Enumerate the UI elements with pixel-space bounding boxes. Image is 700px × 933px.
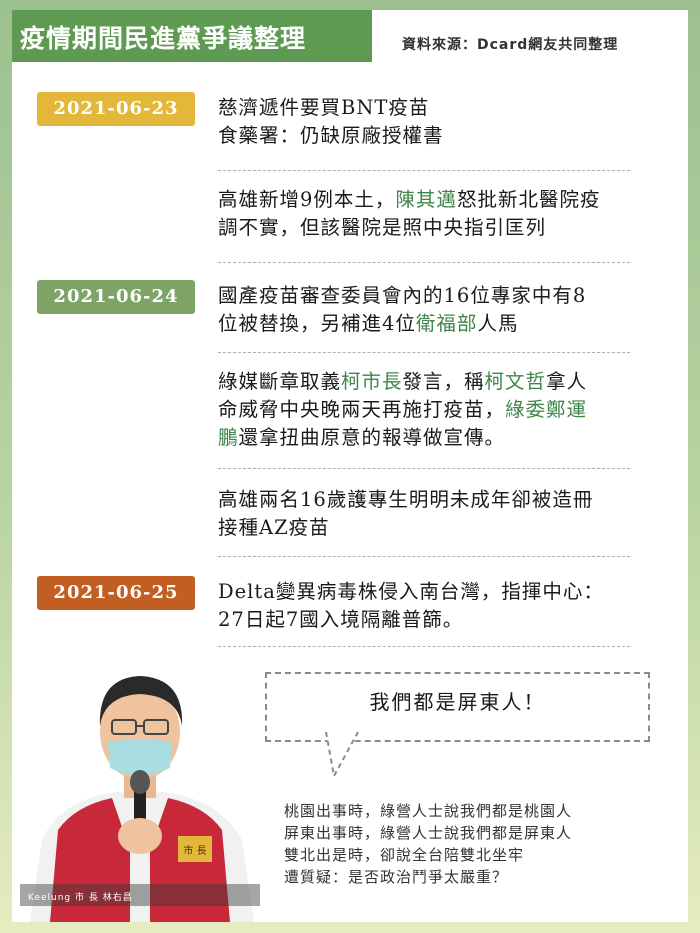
event-line: 接種AZ疫苗: [218, 516, 330, 539]
divider: [218, 352, 630, 353]
highlight-name: 衛福部: [415, 312, 478, 335]
highlight-name: 陳其邁: [395, 188, 457, 211]
divider: [218, 646, 630, 647]
quote-line: 桃園出事時，綠營人士說我們都是桃園人: [284, 802, 573, 820]
source-note: 資料來源：Dcard網友共同整理: [402, 37, 619, 53]
divider: [218, 468, 630, 469]
speech-bubble-tail: [325, 731, 359, 779]
event-line: 27日起7國入境隔離普篩。: [218, 608, 464, 631]
quote-line: 遭質疑：是否政治鬥爭太嚴重？: [284, 868, 509, 886]
date-badge-0625: 2021-06-25: [37, 576, 195, 610]
event-item-vaccine-committee: 國產疫苗審查委員會內的16位專家中有8 位被替換，另補進4位衛福部人馬: [218, 282, 663, 338]
event-line: 慈濟遞件要買BNT疫苗: [218, 96, 430, 119]
event-line: Delta變異病毒株侵入南台灣，指揮中心：: [218, 580, 604, 603]
divider: [218, 170, 630, 171]
event-line: 鵬還拿扭曲原意的報導做宣傳。: [218, 426, 506, 449]
event-line: 命威脅中央晚兩天再施打疫苗，綠委鄭運: [218, 398, 588, 421]
divider: [218, 556, 630, 557]
highlight-name: 綠委鄭運: [505, 398, 588, 421]
event-item-bnt: 慈濟遞件要買BNT疫苗 食藥署：仍缺原廠授權書: [218, 94, 663, 150]
event-item-delta: Delta變異病毒株侵入南台灣，指揮中心： 27日起7國入境隔離普篩。: [218, 578, 663, 634]
title-bar: 疫情期間民進黨爭議整理: [12, 10, 372, 62]
date-badge-0623: 2021-06-23: [37, 92, 195, 126]
event-line: 高雄新增9例本土，陳其邁怒批新北醫院疫: [218, 188, 601, 211]
event-item-nursing-students: 高雄兩名16歲護專生明明未成年卻被造冊 接種AZ疫苗: [218, 486, 663, 542]
highlight-name: 柯市長: [341, 370, 403, 393]
infographic-card: 疫情期間民進黨爭議整理 資料來源：Dcard網友共同整理 2021-06-23 …: [12, 10, 688, 922]
quote-block: 桃園出事時，綠營人士說我們都是桃園人 屏東出事時，綠營人士說我們都是屏東人 雙北…: [284, 800, 684, 888]
event-line: 綠媒斷章取義柯市長發言，稱柯文哲拿人: [218, 370, 588, 393]
highlight-name: 鵬: [218, 426, 239, 449]
vest-badge: [178, 836, 212, 862]
quote-line: 屏東出事時，綠營人士說我們都是屏東人: [284, 824, 573, 842]
date-badge-0624: 2021-06-24: [37, 280, 195, 314]
page-title: 疫情期間民進黨爭議整理: [20, 24, 307, 53]
mayor-portrait-image: 市 長: [20, 676, 260, 922]
event-line: 高雄兩名16歲護專生明明未成年卻被造冊: [218, 488, 594, 511]
event-line: 調不實，但該醫院是照中央指引匡列: [218, 216, 547, 239]
event-item-kaohsiung: 高雄新增9例本土，陳其邁怒批新北醫院疫 調不實，但該醫院是照中央指引匡列: [218, 186, 663, 242]
event-item-green-media: 綠媒斷章取義柯市長發言，稱柯文哲拿人 命威脅中央晚兩天再施打疫苗，綠委鄭運 鵬還…: [218, 368, 663, 452]
speech-bubble: [265, 672, 650, 742]
event-line: 國產疫苗審查委員會內的16位專家中有8: [218, 284, 587, 307]
photo-caption: Keelung 市 長 林右昌: [28, 893, 133, 903]
event-line: 位被替換，另補進4位衛福部人馬: [218, 312, 519, 335]
divider: [218, 262, 630, 263]
quote-line: 雙北出是時，卻說全台陪雙北坐牢: [284, 846, 525, 864]
highlight-name: 柯文哲: [484, 370, 547, 393]
vest-badge-text: 市 長: [183, 844, 206, 857]
event-line: 食藥署：仍缺原廠授權書: [218, 124, 444, 147]
speech-bubble-text: 我們都是屏東人！: [369, 690, 546, 714]
